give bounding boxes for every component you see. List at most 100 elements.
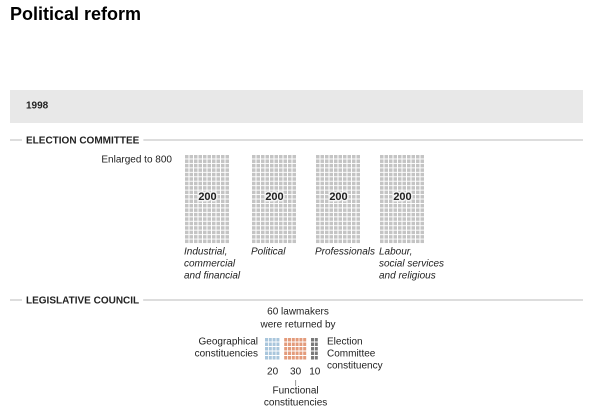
waffle-cell	[207, 186, 211, 190]
waffle-cell	[352, 190, 356, 195]
waffle-cell	[325, 212, 329, 217]
waffle-cell	[420, 168, 424, 172]
waffle-cell	[334, 186, 338, 190]
waffle-cell	[389, 163, 393, 168]
waffle-cell	[393, 195, 397, 199]
waffle-cell	[274, 159, 278, 163]
waffle-cell	[207, 163, 211, 168]
waffle-cell	[411, 177, 415, 181]
waffle-cell	[252, 195, 256, 199]
waffle-cell	[380, 203, 384, 208]
waffle-cell	[343, 217, 347, 221]
waffle-cell	[194, 155, 198, 159]
waffle-cell	[291, 351, 295, 355]
waffle-cell	[343, 168, 347, 172]
waffle-cell	[274, 186, 278, 190]
waffle-cell	[316, 195, 320, 199]
waffle-cell	[384, 212, 388, 217]
waffle-cell	[347, 163, 351, 168]
waffle-cell	[389, 181, 393, 186]
waffle-cell	[203, 195, 207, 199]
waffle-cell	[279, 163, 283, 168]
waffle-cell	[256, 212, 260, 217]
waffle-cell	[288, 351, 291, 355]
waffle-cell	[225, 190, 229, 195]
waffle-cell	[343, 226, 347, 230]
waffle-cell	[384, 177, 388, 181]
waffle-cell	[274, 155, 278, 159]
waffle-cell	[270, 212, 274, 217]
waffle-cell	[194, 190, 198, 195]
waffle-cell	[380, 172, 384, 177]
group-label: Professionals	[315, 247, 375, 258]
waffle-cell	[225, 230, 229, 235]
waffle-cell	[203, 230, 207, 235]
waffle-cell	[303, 338, 307, 342]
waffle-cell	[256, 172, 260, 177]
waffle-cell	[252, 159, 256, 163]
waffle-cell	[207, 203, 211, 208]
waffle-cell	[325, 235, 329, 239]
waffle-cell	[221, 195, 225, 199]
waffle-cell	[194, 230, 198, 235]
waffle-cell	[283, 195, 287, 199]
waffle-cell	[334, 235, 338, 239]
waffle-cell	[398, 208, 402, 212]
waffle-cell	[320, 163, 324, 168]
waffle-cell	[398, 239, 402, 244]
waffle-cell	[407, 155, 411, 159]
waffle-cell	[411, 221, 415, 226]
waffle-cell	[270, 190, 274, 195]
waffle-cell	[384, 208, 388, 212]
waffle-cell	[420, 177, 424, 181]
waffle-cell	[389, 195, 393, 199]
waffle-cell	[407, 199, 411, 203]
waffle-cell	[398, 212, 402, 217]
waffle-cell	[334, 230, 338, 235]
waffle-cell	[252, 186, 256, 190]
waffle-cell	[389, 217, 393, 221]
waffle-cell	[329, 163, 333, 168]
waffle-cell	[314, 356, 318, 360]
waffle-cell	[402, 199, 406, 203]
waffle-cell	[279, 235, 283, 239]
waffle-cell	[380, 230, 384, 235]
waffle-cell	[261, 186, 265, 190]
waffle-cell	[261, 155, 265, 159]
waffle-cell	[225, 226, 229, 230]
waffle-cell	[265, 199, 269, 203]
waffle-cell	[393, 226, 397, 230]
waffle-cell	[393, 181, 397, 186]
section-heading: ELECTION COMMITTEE	[26, 136, 140, 147]
waffle-cell	[221, 177, 225, 181]
group-label: Election	[327, 337, 363, 348]
waffle-cell	[288, 217, 292, 221]
waffle-cell	[329, 155, 333, 159]
waffle-cell	[292, 208, 296, 212]
waffle-cell	[207, 159, 211, 163]
group-label: Labour,	[379, 247, 412, 258]
waffle-cell	[347, 190, 351, 195]
waffle-cell	[407, 163, 411, 168]
waffle-cell	[225, 221, 229, 226]
waffle-cell	[338, 186, 342, 190]
waffle-cell	[320, 212, 324, 217]
waffle-cell	[270, 230, 274, 235]
waffle-cell	[207, 177, 211, 181]
waffle-cell	[402, 195, 406, 199]
waffle-cell	[270, 163, 274, 168]
waffle-cell	[212, 163, 216, 168]
waffle-cell	[216, 203, 220, 208]
waffle-cell	[320, 226, 324, 230]
waffle-cell	[325, 203, 329, 208]
waffle-cell	[185, 221, 189, 226]
waffle-cell	[225, 159, 229, 163]
waffle-cell	[268, 338, 272, 342]
waffle-cell	[194, 195, 198, 199]
waffle-cell	[270, 186, 274, 190]
waffle-cell	[252, 203, 256, 208]
waffle-cell	[194, 203, 198, 208]
waffle-cell	[393, 208, 397, 212]
waffle-cell	[329, 208, 333, 212]
waffle-cell	[325, 155, 329, 159]
